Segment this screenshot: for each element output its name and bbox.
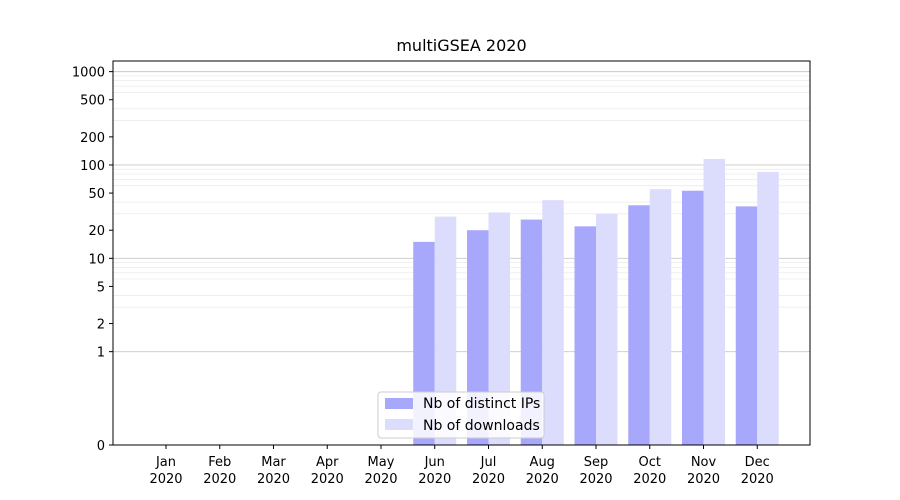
x-tick-label-year: 2020	[257, 472, 290, 487]
x-tick-label-year: 2020	[741, 472, 774, 487]
chart-title: multiGSEA 2020	[396, 36, 526, 55]
x-tick-label-month: Aug	[530, 455, 555, 470]
x-tick-label-year: 2020	[418, 472, 451, 487]
x-tick-label-month: Jun	[424, 455, 445, 470]
y-tick-label: 50	[88, 187, 105, 202]
bar-distinct-ips	[735, 206, 758, 445]
x-tick-label-month: Nov	[691, 455, 717, 470]
y-tick-label: 20	[88, 224, 105, 239]
x-tick-label-year: 2020	[203, 472, 236, 487]
bar-downloads	[542, 200, 564, 445]
bar-distinct-ips	[520, 219, 543, 445]
bar-downloads	[434, 216, 457, 445]
bar-downloads	[703, 158, 725, 445]
bar-distinct-ips	[467, 230, 489, 445]
bar-downloads	[488, 212, 510, 445]
x-axis: Jan 2020 Feb 2020 Mar 2020 Apr 2020 May 2020 Jun 20…	[149, 445, 774, 487]
y-tick-label: 2	[97, 318, 105, 333]
x-tick-label-month: Apr	[316, 455, 339, 470]
x-tick-label-year: 2020	[687, 472, 720, 487]
y-tick-label: 5	[97, 280, 105, 295]
x-tick-label-year: 2020	[633, 472, 666, 487]
legend: Nb of distinct IPs Nb of downloads	[377, 391, 545, 439]
y-tick-label: 200	[80, 131, 105, 146]
y-axis: 0 1 2 5 10 20 50 100 200 500 1000	[72, 66, 113, 454]
plot-frame	[112, 60, 811, 446]
legend-label-downloads: Nb of downloads	[423, 418, 540, 434]
bar-distinct-ips	[574, 226, 596, 445]
bar-downloads	[649, 189, 672, 445]
x-tick-label-month: Jan	[155, 455, 176, 470]
x-tick-label-year: 2020	[526, 472, 559, 487]
x-tick-label-month: Dec	[745, 455, 770, 470]
bar-distinct-ips	[682, 190, 704, 445]
y-tick-label: 1000	[72, 66, 105, 81]
x-tick-label-month: Jul	[480, 455, 497, 470]
x-tick-label-year: 2020	[149, 472, 182, 487]
legend-swatch-downloads	[385, 419, 413, 430]
x-tick-label-month: Feb	[208, 455, 231, 470]
legend-box	[377, 391, 545, 439]
legend-swatch-distinct-ips	[385, 398, 413, 409]
x-tick-label-month: May	[368, 455, 395, 470]
y-tick-label: 10	[88, 252, 105, 267]
bar-distinct-ips	[628, 205, 650, 445]
x-tick-label-year: 2020	[311, 472, 344, 487]
y-tick-label: 100	[80, 159, 105, 174]
legend-label-distinct-ips: Nb of distinct IPs	[423, 396, 540, 412]
y-tick-label: 0	[97, 439, 105, 454]
x-tick-label-year: 2020	[579, 472, 612, 487]
bars	[413, 158, 779, 445]
x-tick-label-month: Sep	[584, 455, 609, 470]
bar-downloads	[757, 172, 779, 445]
y-tick-label: 500	[80, 94, 105, 109]
y-tick-label: 1	[97, 346, 105, 361]
x-tick-label-month: Oct	[639, 455, 661, 470]
x-tick-label-year: 2020	[472, 472, 505, 487]
x-tick-label-year: 2020	[364, 472, 397, 487]
bar-downloads	[596, 213, 618, 445]
x-tick-label-month: Mar	[261, 455, 286, 470]
grid	[113, 71, 810, 353]
